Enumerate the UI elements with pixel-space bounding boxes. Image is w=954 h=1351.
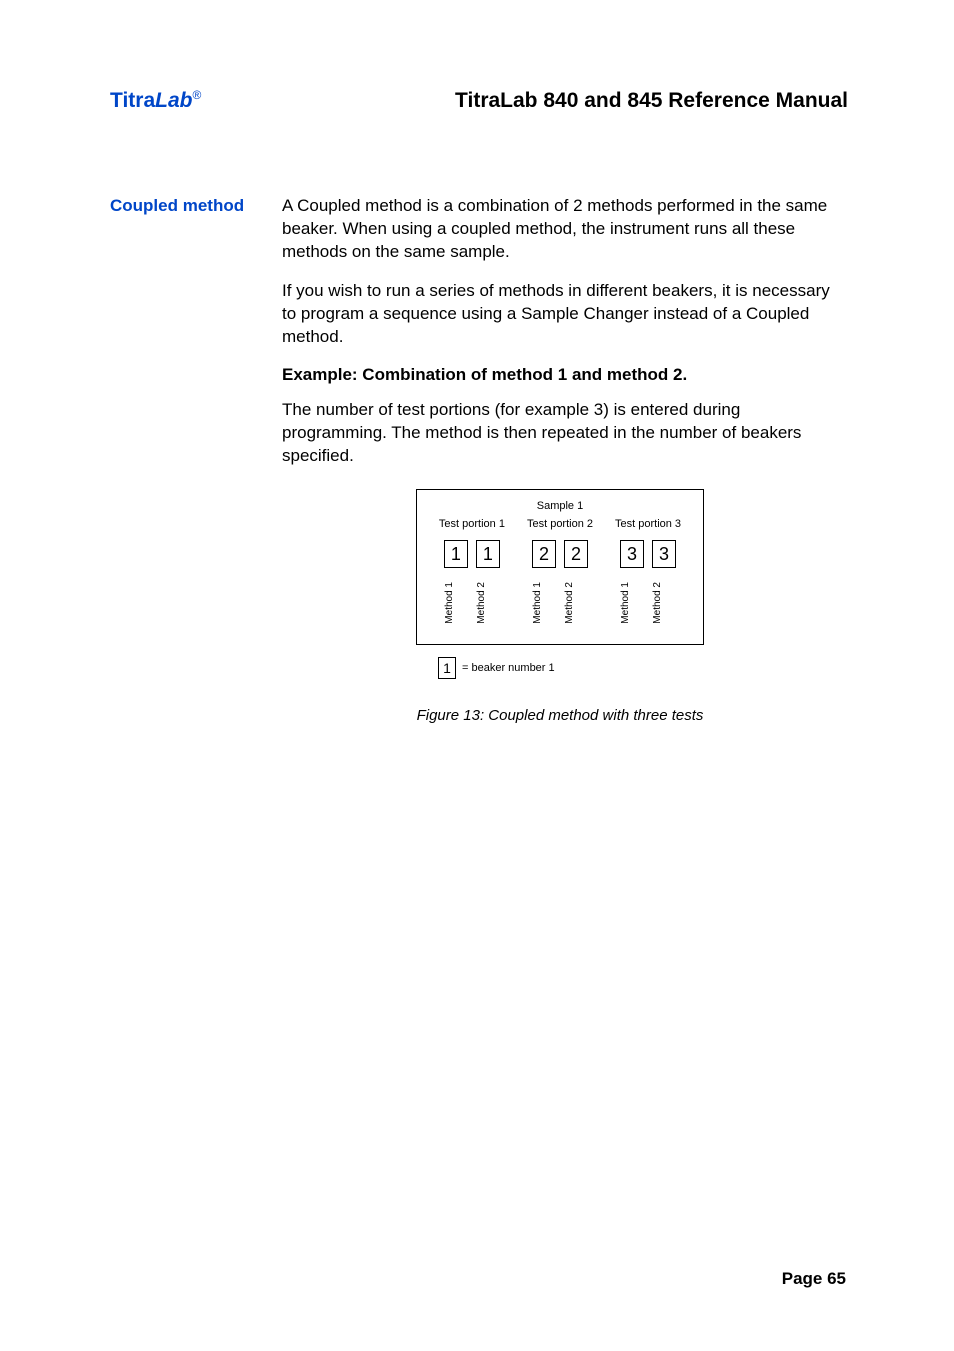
- brand-prefix: Titra: [110, 89, 155, 112]
- main-column: A Coupled method is a combination of 2 m…: [282, 195, 848, 724]
- sidebar: Coupled method: [110, 195, 282, 724]
- content-row: Coupled method A Coupled method is a com…: [110, 195, 848, 724]
- beaker-box: 2: [564, 540, 588, 568]
- method-label: Method 2: [652, 580, 676, 626]
- beaker-box: 2: [532, 540, 556, 568]
- figure-caption: Figure 13: Coupled method with three tes…: [417, 707, 704, 724]
- paragraph-3: The number of test portions (for example…: [282, 399, 838, 468]
- test-portion-3: Test portion 3 3 3 Method 1 Method 2: [615, 518, 681, 626]
- figure-legend: 1 = beaker number 1: [438, 657, 555, 679]
- portion-label: Test portion 2: [527, 518, 593, 530]
- brand-logo: TitraLab®: [110, 88, 201, 113]
- document-title: TitraLab 840 and 845 Reference Manual: [455, 89, 848, 113]
- section-heading: Coupled method: [110, 195, 282, 218]
- beaker-boxes: 3 3: [620, 540, 676, 568]
- method-label: Method 2: [564, 580, 588, 626]
- portion-label: Test portion 3: [615, 518, 681, 530]
- paragraph-1: A Coupled method is a combination of 2 m…: [282, 195, 838, 264]
- brand-suffix: Lab: [155, 89, 192, 112]
- beaker-boxes: 2 2: [532, 540, 588, 568]
- method-labels: Method 1 Method 2: [532, 580, 588, 626]
- page-container: TitraLab® TitraLab 840 and 845 Reference…: [0, 0, 954, 724]
- method-label: Method 1: [620, 580, 644, 626]
- example-heading: Example: Combination of method 1 and met…: [282, 365, 838, 385]
- page-header: TitraLab® TitraLab 840 and 845 Reference…: [110, 88, 848, 113]
- test-portion-1: Test portion 1 1 1 Method 1 Method 2: [439, 518, 505, 626]
- portion-label: Test portion 1: [439, 518, 505, 530]
- method-label: Method 1: [532, 580, 556, 626]
- beaker-box: 1: [444, 540, 468, 568]
- method-label: Method 2: [476, 580, 500, 626]
- sample-frame: Sample 1 Test portion 1 1 1 Method 1 Met…: [416, 489, 704, 645]
- brand-registered-icon: ®: [192, 88, 201, 102]
- legend-beaker-box: 1: [438, 657, 456, 679]
- portions-row: Test portion 1 1 1 Method 1 Method 2: [439, 518, 681, 626]
- method-labels: Method 1 Method 2: [620, 580, 676, 626]
- page-number: Page 65: [782, 1269, 846, 1289]
- beaker-box: 3: [652, 540, 676, 568]
- beaker-boxes: 1 1: [444, 540, 500, 568]
- paragraph-2: If you wish to run a series of methods i…: [282, 280, 838, 349]
- method-label: Method 1: [444, 580, 468, 626]
- beaker-box: 1: [476, 540, 500, 568]
- method-labels: Method 1 Method 2: [444, 580, 500, 626]
- test-portion-2: Test portion 2 2 2 Method 1 Method 2: [527, 518, 593, 626]
- sample-title: Sample 1: [439, 500, 681, 512]
- figure-13: Sample 1 Test portion 1 1 1 Method 1 Met…: [282, 489, 838, 724]
- legend-text: = beaker number 1: [462, 662, 555, 674]
- beaker-box: 3: [620, 540, 644, 568]
